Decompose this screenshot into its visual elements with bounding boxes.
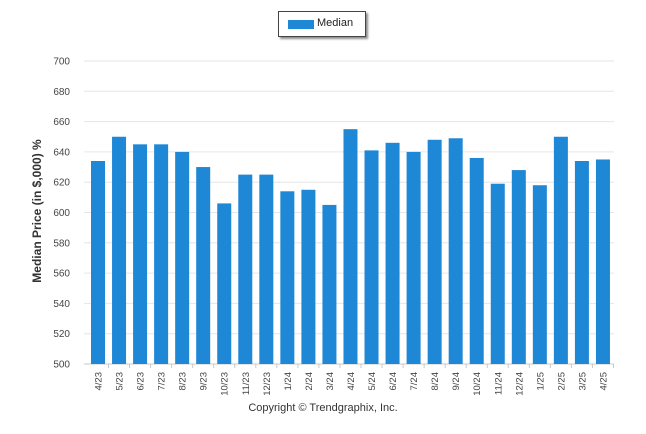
bar-1-24[interactable]: [280, 191, 295, 364]
y-tick-label: 660: [53, 117, 70, 128]
x-tick-label: 4/24: [346, 372, 357, 391]
copyright-footer: Copyright © Trendgraphix, Inc.: [248, 402, 398, 414]
bar-10-24[interactable]: [469, 157, 484, 364]
bar-4-25[interactable]: [595, 159, 610, 364]
x-tick-label: 10/24: [472, 372, 483, 396]
bar-4-24[interactable]: [343, 129, 358, 364]
x-tick-label: 12/24: [514, 372, 525, 396]
bar-10-23[interactable]: [217, 203, 232, 364]
bar-3-25[interactable]: [574, 160, 589, 364]
y-tick-label: 620: [53, 178, 70, 189]
x-tick-label: 11/23: [241, 372, 252, 395]
bar-3-24[interactable]: [322, 204, 337, 364]
x-tick-label: 9/24: [451, 372, 462, 391]
bar-6-24[interactable]: [385, 142, 400, 364]
x-tick-label: 6/23: [136, 372, 147, 391]
x-tick-label: 5/24: [367, 372, 378, 391]
bar-11-23[interactable]: [238, 174, 253, 364]
x-tick-label: 1/24: [283, 372, 294, 391]
bar-5-24[interactable]: [364, 150, 379, 364]
y-tick-label: 500: [53, 360, 70, 371]
x-tick-label: 8/23: [178, 372, 189, 391]
y-tick-label: 640: [53, 147, 70, 158]
y-tick-label: 600: [53, 208, 70, 219]
x-tick-label: 1/25: [535, 372, 546, 391]
x-tick-label: 11/24: [493, 372, 504, 395]
bar-12-24[interactable]: [511, 170, 526, 364]
x-tick-label: 4/25: [598, 372, 609, 391]
y-tick-label: 680: [53, 87, 70, 98]
y-tick-label: 580: [53, 238, 70, 249]
bar-11-24[interactable]: [490, 183, 505, 364]
y-tick-label: 560: [53, 269, 70, 280]
bar-series-median: [91, 129, 610, 364]
bar-8-23[interactable]: [175, 151, 190, 364]
legend[interactable]: Median: [278, 11, 366, 37]
bar-9-24[interactable]: [448, 138, 463, 364]
bar-2-24[interactable]: [301, 189, 316, 364]
bar-5-23[interactable]: [112, 136, 127, 364]
legend-swatch-median: [288, 20, 314, 29]
x-tick-label: 8/24: [430, 372, 441, 391]
bar-1-25[interactable]: [532, 185, 547, 364]
bar-4-23[interactable]: [91, 160, 105, 364]
bar-6-23[interactable]: [133, 144, 148, 364]
x-tick-label: 3/24: [325, 372, 336, 391]
legend-label-median: Median: [317, 17, 354, 29]
y-tick-label: 700: [53, 57, 70, 68]
x-tick-label: 7/23: [157, 372, 168, 391]
x-axis-ticks: 4/23 5/23 6/23 7/23 8/23 9/23 10/23 11/23 12/23 1…: [94, 364, 614, 396]
bar-7-23[interactable]: [154, 144, 169, 364]
x-tick-label: 2/24: [304, 372, 315, 391]
x-tick-label: 12/23: [262, 372, 273, 396]
x-tick-label: 9/23: [199, 372, 210, 391]
bar-8-24[interactable]: [427, 139, 442, 364]
bar-12-23[interactable]: [259, 174, 274, 364]
y-axis-ticks: 500 520 540 560 580 600 620 640 660 680 700: [53, 57, 70, 371]
x-tick-label: 6/24: [388, 372, 399, 391]
x-tick-label: 5/23: [115, 372, 126, 391]
x-tick-label: 4/23: [94, 372, 105, 391]
y-tick-label: 520: [53, 329, 70, 340]
x-tick-label: 3/25: [577, 372, 588, 391]
bar-7-24[interactable]: [406, 151, 421, 364]
y-axis-label: Median Price (in $,000) %: [30, 139, 44, 283]
y-tick-label: 540: [53, 299, 70, 310]
x-tick-label: 2/25: [556, 372, 567, 391]
bar-2-25[interactable]: [553, 136, 568, 364]
bar-9-23[interactable]: [196, 167, 211, 364]
x-tick-label: 7/24: [409, 372, 420, 391]
x-tick-label: 10/23: [220, 372, 231, 396]
